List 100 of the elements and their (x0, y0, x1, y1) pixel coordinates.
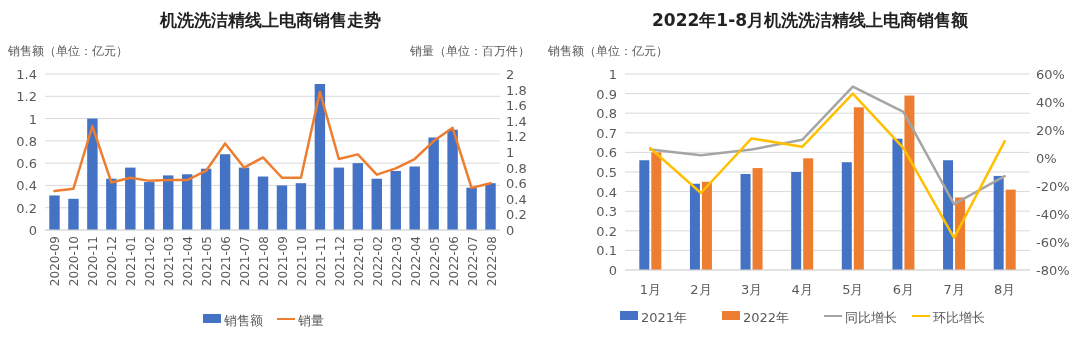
y2-tick-label: 1.4 (506, 113, 527, 129)
x-tick-label: 2021-02 (143, 236, 158, 287)
x-tick-label: 2020-10 (67, 236, 82, 287)
bar (841, 162, 852, 270)
bar (740, 173, 751, 270)
y2-tick-label: 0.2 (506, 207, 527, 223)
y-axis-title: 销售额（单位：亿元） (7, 44, 128, 58)
bar (49, 195, 60, 230)
bar (352, 163, 364, 230)
x-tick-label: 2020-12 (105, 236, 120, 287)
bar (447, 129, 458, 230)
y-tick-label: 0.2 (596, 223, 617, 239)
y2-tick-label: 0 (506, 223, 515, 238)
y2-tick-label: 2 (506, 67, 515, 82)
x-tick-label: 2022-05 (427, 236, 442, 287)
bar (466, 187, 477, 230)
y2-tick-label: 0.4 (506, 191, 527, 207)
bar (163, 175, 174, 230)
x-tick-label: 2022-06 (446, 236, 461, 287)
bar (238, 167, 250, 230)
y-tick-label: 0.1 (596, 243, 617, 259)
bar (276, 185, 288, 230)
x-tick-label: 2021-09 (275, 236, 290, 287)
y-tick-label: 0.6 (596, 145, 617, 161)
y-tick-label: 0.6 (16, 156, 37, 172)
x-tick-label: 2022-01 (351, 236, 366, 287)
x-tick-label: 2021-06 (219, 236, 234, 287)
bar (257, 176, 269, 230)
x-tick-label: 5月 (842, 282, 864, 297)
legend-label: 销量 (297, 313, 324, 328)
bar (333, 167, 345, 230)
x-tick-label: 2022-08 (484, 236, 499, 287)
bar (125, 167, 136, 230)
bar (689, 183, 700, 270)
bar (428, 137, 439, 230)
bar (219, 154, 231, 230)
x-tick-label: 2022-04 (408, 236, 423, 287)
y-tick-label: 0 (28, 223, 37, 238)
x-tick-label: 1月 (639, 282, 661, 297)
x-tick-label: 2020-11 (86, 236, 101, 287)
y-tick-label: 1.2 (16, 89, 37, 105)
bar (295, 183, 307, 230)
x-tick-label: 2021-11 (313, 236, 328, 287)
y2-tick-label: -80% (1036, 263, 1070, 278)
y2-tick-label: 20% (1036, 123, 1065, 138)
bar (87, 118, 98, 230)
chart-title: 2022年1-8月机洗洗洁精线上电商销售额 (651, 10, 970, 30)
y2-tick-label: 1.6 (506, 98, 527, 114)
y-tick-label: 0.3 (596, 204, 617, 220)
y-tick-label: 1 (28, 111, 37, 127)
x-tick-label: 2021-03 (162, 236, 177, 287)
legend-label: 环比增长 (933, 310, 985, 325)
x-tick-label: 4月 (791, 282, 813, 297)
y-tick-label: 1.4 (16, 67, 37, 82)
legend-label: 2022年 (743, 310, 790, 325)
x-tick-label: 2022-03 (389, 236, 404, 287)
x-tick-label: 2021-10 (294, 236, 309, 287)
x-tick-label: 2月 (690, 282, 712, 297)
line-series (649, 85, 1006, 206)
bar (791, 172, 802, 270)
y2-tick-label: 60% (1036, 67, 1065, 82)
y-tick-label: 0 (608, 263, 617, 278)
y-tick-label: 0.4 (596, 184, 617, 200)
x-tick-label: 2022-07 (465, 236, 480, 287)
bar (68, 198, 79, 230)
bar (904, 95, 915, 270)
y2-axis-title: 销量（单位：百万件） (409, 44, 530, 58)
x-tick-label: 7月 (943, 282, 965, 297)
x-tick-label: 2021-01 (124, 236, 139, 287)
y2-tick-label: -40% (1036, 207, 1070, 222)
x-tick-label: 2021-08 (257, 236, 272, 287)
bar (639, 160, 650, 270)
bar (701, 181, 712, 270)
chart-title: 机洗洗洁精线上电商销售走势 (158, 10, 381, 30)
x-tick-label: 2020-09 (48, 236, 63, 287)
line-series (649, 92, 1006, 240)
bar (993, 175, 1004, 270)
y-tick-label: 1 (608, 67, 617, 82)
x-tick-label: 6月 (892, 282, 915, 297)
y2-tick-label: 1.2 (506, 129, 527, 145)
x-tick-label: 2022-02 (370, 236, 385, 287)
legend-label: 销售额 (223, 313, 263, 328)
bar (106, 178, 117, 230)
bar (943, 160, 954, 270)
y-tick-label: 0.4 (16, 178, 37, 194)
bar (892, 138, 903, 270)
y-tick-label: 0.7 (596, 125, 617, 141)
y-axis-title: 销售额（单位：亿元） (547, 44, 668, 58)
bar (853, 107, 864, 270)
y2-tick-label: 40% (1036, 95, 1065, 110)
x-tick-label: 2021-07 (238, 236, 253, 287)
bar (485, 183, 496, 230)
bar (651, 152, 662, 270)
bar (371, 178, 382, 230)
bar (752, 168, 763, 270)
y2-tick-label: -60% (1036, 235, 1070, 250)
x-tick-label: 3月 (740, 282, 763, 297)
bar (409, 166, 420, 230)
bar (803, 158, 814, 270)
x-tick-label: 2021-12 (332, 236, 347, 287)
